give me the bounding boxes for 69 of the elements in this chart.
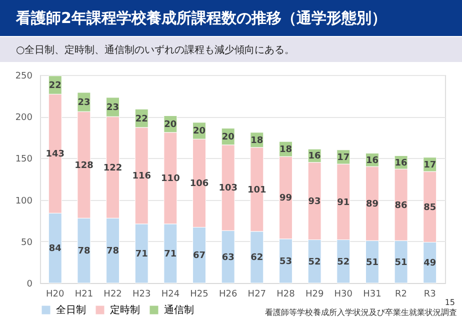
x-tick-label: H24 xyxy=(161,290,180,300)
data-label: 78 xyxy=(78,246,90,257)
x-tick-label: H29 xyxy=(305,290,324,300)
data-label: 20 xyxy=(222,132,234,143)
data-label: 18 xyxy=(250,136,264,146)
y-tick-label: 250 xyxy=(15,72,33,82)
x-tick-label: H25 xyxy=(190,290,208,300)
text: 看護師等学校養成所入学状況及び卒業生就業状況調査 xyxy=(265,308,457,317)
data-label: 106 xyxy=(190,179,209,190)
data-label: 85 xyxy=(424,202,436,213)
data-label: 16 xyxy=(308,152,321,162)
legend-label: 通信制 xyxy=(164,304,194,316)
data-label: 71 xyxy=(164,249,177,260)
data-label: 20 xyxy=(192,126,206,137)
data-label: 116 xyxy=(132,172,152,182)
data-label: 49 xyxy=(424,258,436,269)
data-label: 22 xyxy=(48,80,62,91)
data-label: 91 xyxy=(337,198,350,208)
data-label: 103 xyxy=(218,184,238,194)
x-tick-label: H26 xyxy=(218,290,238,300)
data-label: 63 xyxy=(222,252,234,263)
x-tick-label: H21 xyxy=(74,290,94,300)
x-tick-label: H30 xyxy=(334,290,353,300)
x-tick-label: H31 xyxy=(363,290,382,300)
data-label: 23 xyxy=(78,98,90,108)
x-tick-label: H27 xyxy=(248,290,266,300)
data-label: 122 xyxy=(103,163,122,174)
x-tick-label: H20 xyxy=(46,290,65,300)
chart-title: 看護師2年課程学校養成所課程数の推移（通学形態別） xyxy=(15,9,386,27)
data-label: 18 xyxy=(279,145,292,156)
legend-label: 定時制 xyxy=(110,304,140,316)
data-label: 52 xyxy=(308,257,321,268)
data-label: 17 xyxy=(424,160,436,170)
data-label: 78 xyxy=(106,246,120,257)
y-tick-label: 200 xyxy=(15,113,33,124)
x-tick-label: H23 xyxy=(132,290,151,300)
x-tick-label: H28 xyxy=(276,290,296,300)
data-label: 22 xyxy=(135,114,148,124)
y-tick-label: 150 xyxy=(15,154,33,165)
legend-label: 全日制 xyxy=(56,304,86,316)
data-label: 71 xyxy=(135,249,148,260)
data-label: 51 xyxy=(366,258,378,268)
data-label: 99 xyxy=(279,194,292,204)
data-label: 89 xyxy=(366,200,378,210)
data-label: 16 xyxy=(366,156,378,166)
data-label: 62 xyxy=(250,253,264,264)
data-label: 51 xyxy=(394,258,408,268)
x-tick-label: H22 xyxy=(104,290,122,300)
data-label: 20 xyxy=(164,120,177,130)
x-tick-label: R2 xyxy=(395,290,408,300)
data-label: 84 xyxy=(48,244,62,254)
data-label: 128 xyxy=(74,160,94,171)
data-label: 17 xyxy=(337,152,350,163)
x-tick-label: R3 xyxy=(424,290,436,300)
data-label: 52 xyxy=(337,257,350,268)
data-label: 16 xyxy=(394,158,408,168)
data-label: 53 xyxy=(279,256,292,267)
chart-subtitle: ○全日制、定時制、通信制のいずれの課程も減少傾向にある。 xyxy=(16,44,295,56)
data-label: 143 xyxy=(46,150,65,160)
data-label: 110 xyxy=(161,174,180,184)
y-tick-label: 0 xyxy=(26,280,33,290)
y-tick-label: 100 xyxy=(15,196,33,206)
text: 15 xyxy=(444,298,455,307)
y-tick-label: 50 xyxy=(21,238,33,248)
data-label: 67 xyxy=(192,251,206,262)
data-label: 93 xyxy=(308,197,321,208)
data-label: 101 xyxy=(248,185,266,196)
data-label: 23 xyxy=(106,103,120,114)
data-label: 86 xyxy=(394,200,408,211)
